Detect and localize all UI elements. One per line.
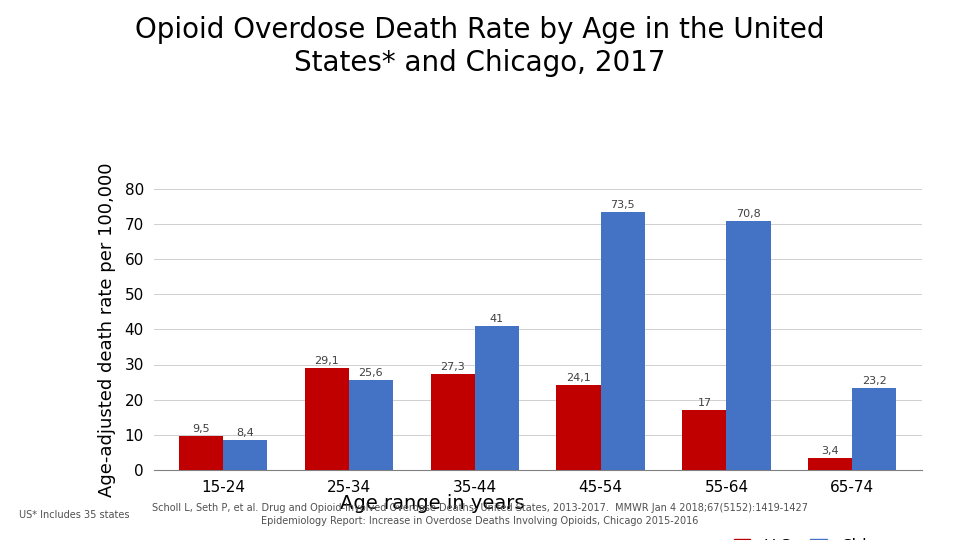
Bar: [557, 385, 601, 470]
Bar: [304, 368, 348, 470]
Text: US* Includes 35 states: US* Includes 35 states: [19, 510, 130, 521]
Text: 27,3: 27,3: [441, 362, 465, 372]
Text: Opioid Overdose Death Rate by Age in the United
States* and Chicago, 2017: Opioid Overdose Death Rate by Age in the…: [135, 16, 825, 77]
Text: 70,8: 70,8: [736, 209, 761, 219]
Y-axis label: Age-adjusted death rate per 100,000: Age-adjusted death rate per 100,000: [98, 162, 116, 497]
Text: 24,1: 24,1: [566, 373, 591, 383]
Text: Age range in years: Age range in years: [340, 494, 524, 513]
Bar: [474, 326, 518, 470]
Bar: [431, 374, 474, 470]
Bar: [683, 410, 727, 470]
Text: 23,2: 23,2: [862, 376, 887, 386]
Text: 3,4: 3,4: [822, 446, 839, 456]
Bar: [179, 436, 223, 470]
Bar: [348, 380, 393, 470]
Text: 29,1: 29,1: [314, 355, 339, 366]
Bar: [852, 388, 897, 470]
Legend: U.S., Chicago: U.S., Chicago: [727, 531, 913, 540]
Bar: [223, 440, 267, 470]
Text: 8,4: 8,4: [236, 428, 253, 438]
Bar: [727, 221, 771, 470]
Text: 17: 17: [697, 398, 711, 408]
Bar: [808, 458, 852, 470]
Text: Scholl L, Seth P, et al. Drug and Opioid-Involved Overdose Deaths- United States: Scholl L, Seth P, et al. Drug and Opioid…: [152, 503, 808, 526]
Text: 41: 41: [490, 314, 504, 324]
Bar: [601, 212, 644, 470]
Text: 73,5: 73,5: [611, 200, 635, 210]
Text: 9,5: 9,5: [192, 424, 209, 434]
Text: 25,6: 25,6: [358, 368, 383, 378]
